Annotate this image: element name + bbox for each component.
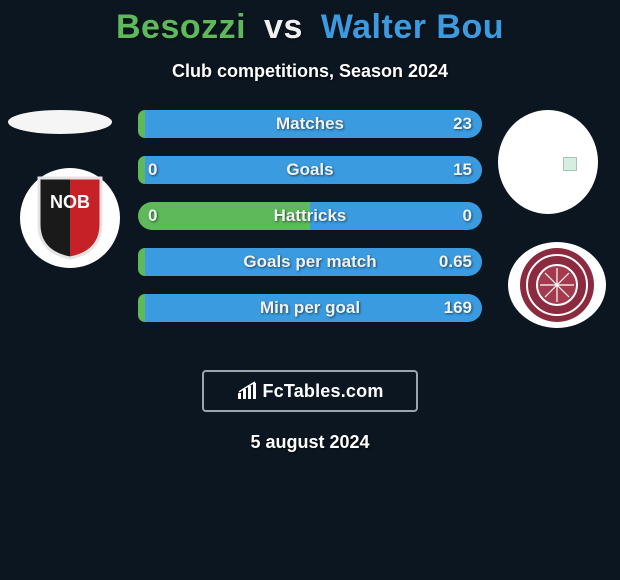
player1-avatar: [8, 110, 112, 134]
stat-value-right: 0.65: [439, 248, 472, 276]
stat-value-right: 23: [453, 110, 472, 138]
stat-row: Matches23: [138, 110, 482, 138]
vs-label: vs: [264, 8, 303, 46]
stat-label: Matches: [138, 110, 482, 138]
club-left-text: NOB: [50, 192, 90, 212]
stat-value-right: 169: [444, 294, 472, 322]
stat-row: Min per goal169: [138, 294, 482, 322]
brand-text: FcTables.com: [262, 381, 383, 402]
stat-value-right: 0: [463, 202, 472, 230]
stat-value-left: 0: [148, 202, 157, 230]
player2-name: Walter Bou: [321, 8, 504, 46]
player2-avatar: [498, 110, 598, 214]
brand-box: FcTables.com: [202, 370, 418, 412]
comparison-title: Besozzi vs Walter Bou: [0, 0, 620, 47]
player2-club-badge: [508, 242, 606, 328]
snapshot-date: 5 august 2024: [0, 432, 620, 453]
stat-label: Hattricks: [138, 202, 482, 230]
stat-label: Goals per match: [138, 248, 482, 276]
stat-row: Goals per match0.65: [138, 248, 482, 276]
stats-table: Matches23Goals015Hattricks00Goals per ma…: [138, 110, 482, 340]
nob-shield-icon: NOB: [35, 176, 105, 260]
subtitle: Club competitions, Season 2024: [0, 61, 620, 82]
player1-name: Besozzi: [116, 8, 246, 46]
stat-row: Hattricks0 0: [138, 202, 482, 230]
stat-label: Min per goal: [138, 294, 482, 322]
image-placeholder-icon: [563, 157, 577, 171]
stat-value-left: 0: [148, 156, 157, 184]
stat-row: Goals0 15: [138, 156, 482, 184]
player1-club-badge: NOB: [20, 168, 120, 268]
stat-value-right: 15: [453, 156, 472, 184]
lanus-badge-icon: [518, 246, 596, 324]
bar-chart-icon: [236, 381, 258, 401]
stat-label: Goals: [138, 156, 482, 184]
comparison-content: NOB Matches23Goals015Hattricks00Goals pe…: [0, 118, 620, 358]
